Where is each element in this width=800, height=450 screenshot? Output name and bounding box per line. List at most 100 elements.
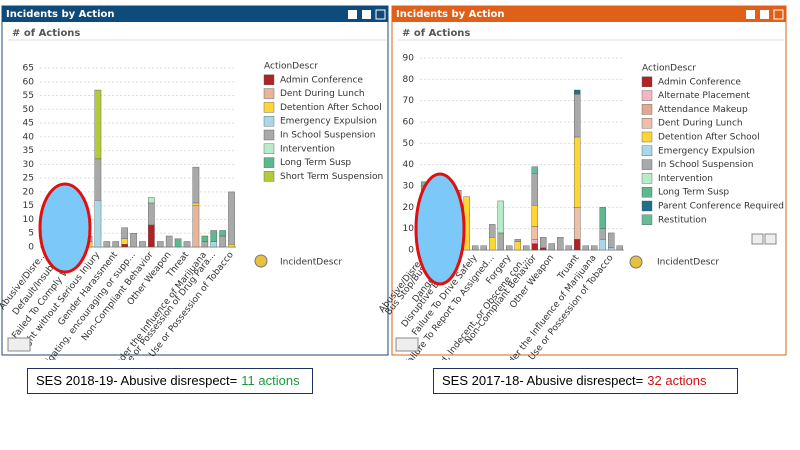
legend-swatch [263,74,275,86]
bar-segment [94,199,102,248]
bar-segment [192,166,200,204]
caption-highlight: 11 actions [241,373,300,388]
caption: SES 2017-18- Abusive disrespect= 32 actio… [433,368,738,394]
y-tick-label: 25 [23,174,34,184]
y-tick-label: 30 [23,160,35,170]
bar-segment [130,233,137,248]
bar-segment [201,241,209,248]
y-tick-label: 50 [23,105,35,115]
bar-segment [228,191,235,245]
bar-segment [192,205,200,248]
x-axis-title: IncidentDescr [657,258,719,268]
legend-swatch [641,145,653,157]
bar-segment [531,172,538,206]
bar-segment [489,236,496,251]
legend-swatch [263,88,275,99]
legend-swatch [263,129,275,141]
bar-segment [531,226,538,240]
legend-swatch [263,102,275,113]
legend-label: In School Suspension [280,131,375,141]
legend-swatch [641,214,653,226]
bar-segment [497,200,504,234]
bar-segment [192,202,200,206]
legend-label: Parent Conference Required [658,202,784,212]
legend-label: Restitution [658,215,707,225]
bar-segment [94,158,102,201]
bar-segment [497,232,504,251]
bar-segment [183,241,191,248]
legend-swatch [641,159,653,170]
bar-segment [540,247,547,251]
chart-title: Incidents by Action [396,9,505,20]
bar-segment [201,235,209,242]
bar-segment [94,89,102,160]
bar-segment [165,235,173,248]
y-tick-label: 20 [403,203,415,213]
bar-segment [574,94,581,138]
legend-swatch [263,143,275,155]
y-tick-label: 0 [408,246,414,256]
bar-segment [599,207,606,229]
legend-swatch [641,104,653,115]
legend-label: Emergency Expulsion [658,146,755,156]
legend-label: Intervention [658,174,713,184]
legend-swatch [641,90,653,101]
legend-swatch [641,186,653,198]
legend-label: Emergency Expulsion [280,117,377,127]
bar-segment [174,238,182,248]
legend-label: Admin Conference [658,77,741,87]
bar-segment [608,247,615,251]
legend-swatch [263,157,275,168]
charts: Incidents by Action # of Actions 0 5 10 15 20 2… [0,5,787,360]
legend-label: In School Suspension [658,160,753,170]
caption-highlight: 32 actions [647,373,707,388]
y-tick-label: 60 [403,118,415,128]
bar-segment [574,207,581,240]
bar-segment [121,238,128,245]
y-tick-label: 5 [28,229,34,239]
bar-segment [574,239,581,251]
y-tick-label: 50 [403,139,415,149]
legend-label: Attendance Makeup [658,105,748,115]
bar-segment [540,236,547,249]
header-icons[interactable] [348,9,784,20]
bar-segment [219,235,226,248]
y-tick-label: 20 [23,187,35,197]
legend-label: Long Term Susp [280,158,351,168]
bar-segment [121,227,128,239]
y-tick-label: 35 [23,146,34,156]
x-axis-title: IncidentDescr [280,258,342,268]
bar-segment [531,243,538,251]
bar-segment [599,228,606,240]
legend-swatch [641,173,653,184]
bar-segment [557,236,564,251]
legend-label: Detention After School [280,103,382,113]
legend-label: Intervention [280,144,335,154]
legend-swatch [641,76,653,88]
bar-segment [523,245,530,251]
bar-segment [574,89,581,95]
caption: SES 2018-19- Abusive disrespect= 11 actio… [27,368,313,394]
panel-header [2,6,388,22]
y-tick-label: 90 [403,54,415,64]
legend-label: Short Term Suspension [280,172,383,182]
bar-segment [139,241,146,248]
y-tick-label: 40 [23,132,35,142]
bar-segment [531,239,538,244]
bar-segment [514,241,521,251]
legend-title: ActionDescr [264,62,318,72]
panel-header [392,6,786,22]
y-tick-label: 80 [403,75,415,85]
y-tick-label: 60 [23,77,35,87]
legend-swatch [641,131,653,143]
bar-segment [591,245,598,251]
legend-label: Long Term Susp [658,188,729,198]
bar-segment [582,245,589,251]
zoom-buttons[interactable] [7,233,777,352]
y-tick-label: 45 [23,119,34,129]
chart-title: Incidents by Action [6,9,115,20]
bar-segment [599,239,606,251]
y-tick-label: 65 [23,64,34,74]
legend-label: Dent During Lunch [658,119,743,129]
